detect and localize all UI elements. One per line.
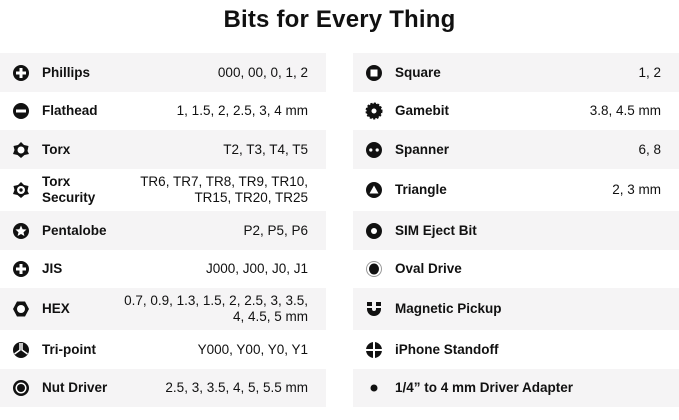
bit-name: Square [395, 64, 441, 80]
bit-name: Tri-point [42, 341, 96, 357]
gamebit-icon [365, 102, 383, 120]
bit-name: Phillips [42, 64, 91, 80]
bit-sizes: 3.8, 4.5 mm [589, 103, 661, 118]
torx-security-icon [12, 181, 30, 199]
bit-sizes: 0.7, 0.9, 1.3, 1.5, 2, 2.5, 3, 3.5, 4, 4… [124, 293, 308, 324]
bit-row: Square 1, 2 [353, 53, 679, 92]
bit-name: Spanner [395, 141, 450, 157]
flathead-icon [12, 102, 30, 120]
bit-row: SIM Eject Bit [353, 211, 679, 250]
bit-row: 1/4” to 4 mm Driver Adapter [353, 369, 679, 407]
bit-sizes: Y000, Y00, Y0, Y1 [197, 341, 308, 357]
bit-sizes: 2.5, 3, 3.5, 4, 5, 5.5 mm [165, 380, 308, 395]
dot-icon [365, 379, 383, 397]
bit-name: iPhone Standoff [395, 341, 499, 357]
spanner-icon [365, 141, 383, 159]
bit-row: Gamebit 3.8, 4.5 mm [353, 92, 679, 130]
jis-icon [12, 260, 30, 278]
bit-row: Torx T2, T3, T4, T5 [0, 130, 326, 169]
bit-row: Pentalobe P2, P5, P6 [0, 211, 326, 250]
phillips-icon [12, 64, 30, 82]
bit-sizes: TR6, TR7, TR8, TR9, TR10, TR15, TR20, TR… [140, 174, 308, 205]
nut-driver-icon [12, 379, 30, 397]
bit-name: Torx Security [42, 174, 96, 205]
magnet-icon [365, 300, 383, 318]
torx-icon [12, 141, 30, 159]
bit-row: HEX 0.7, 0.9, 1.3, 1.5, 2, 2.5, 3, 3.5, 4… [0, 288, 326, 330]
square-icon [365, 64, 383, 82]
standoff-icon [365, 340, 383, 359]
bit-name: Pentalobe [42, 222, 107, 238]
bit-name: Gamebit [395, 103, 450, 118]
pentalobe-icon [12, 222, 30, 240]
bit-row: iPhone Standoff [353, 330, 679, 369]
bit-name: Oval Drive [395, 261, 462, 276]
page-title: Bits for Every Thing [223, 6, 456, 33]
bit-sizes: 1, 1.5, 2, 2.5, 3, 4 mm [176, 103, 308, 118]
bit-name: HEX [42, 301, 70, 316]
bit-row: JIS J000, J00, J0, J1 [0, 250, 326, 288]
bit-name: 1/4” to 4 mm Driver Adapter [395, 380, 574, 395]
bit-sizes: 6, 8 [638, 141, 661, 157]
bit-name: Flathead [42, 103, 98, 118]
hex-icon [12, 300, 30, 318]
bit-row: Oval Drive [353, 250, 679, 288]
oval-drive-icon [365, 260, 383, 278]
bit-row: Torx Security TR6, TR7, TR8, TR9, TR10, T… [0, 169, 326, 211]
bit-row: Flathead 1, 1.5, 2, 2.5, 3, 4 mm [0, 92, 326, 130]
triangle-icon [365, 181, 383, 199]
bit-name: Torx [42, 141, 71, 157]
bit-name: SIM Eject Bit [395, 222, 477, 238]
bit-sizes: P2, P5, P6 [243, 222, 308, 238]
right-bit-list: Square 1, 2 Gamebit 3.8, 4.5 mm Spanner 6, 8 T… [353, 53, 679, 407]
tri-point-icon [12, 341, 30, 359]
bit-row: Magnetic Pickup [353, 288, 679, 330]
sim-eject-icon [365, 222, 383, 240]
bit-sizes: 2, 3 mm [612, 182, 661, 197]
bit-name: JIS [42, 261, 63, 276]
bit-sizes: T2, T3, T4, T5 [223, 141, 308, 157]
bit-sizes: 1, 2 [638, 64, 661, 80]
bit-row: Spanner 6, 8 [353, 130, 679, 169]
bit-name: Magnetic Pickup [395, 301, 502, 316]
left-bit-list: Phillips 000, 00, 0, 1, 2 Flathead 1, 1.5, … [0, 53, 326, 407]
bit-sizes: 000, 00, 0, 1, 2 [217, 64, 308, 80]
bit-row: Nut Driver 2.5, 3, 3.5, 4, 5, 5.5 mm [0, 369, 326, 407]
bit-name: Triangle [395, 182, 447, 197]
bit-row: Triangle 2, 3 mm [353, 169, 679, 211]
bit-name: Nut Driver [42, 380, 108, 395]
bit-sizes: J000, J00, J0, J1 [205, 261, 308, 276]
bit-row: Phillips 000, 00, 0, 1, 2 [0, 53, 326, 92]
bit-row: Tri-point Y000, Y00, Y0, Y1 [0, 330, 326, 369]
